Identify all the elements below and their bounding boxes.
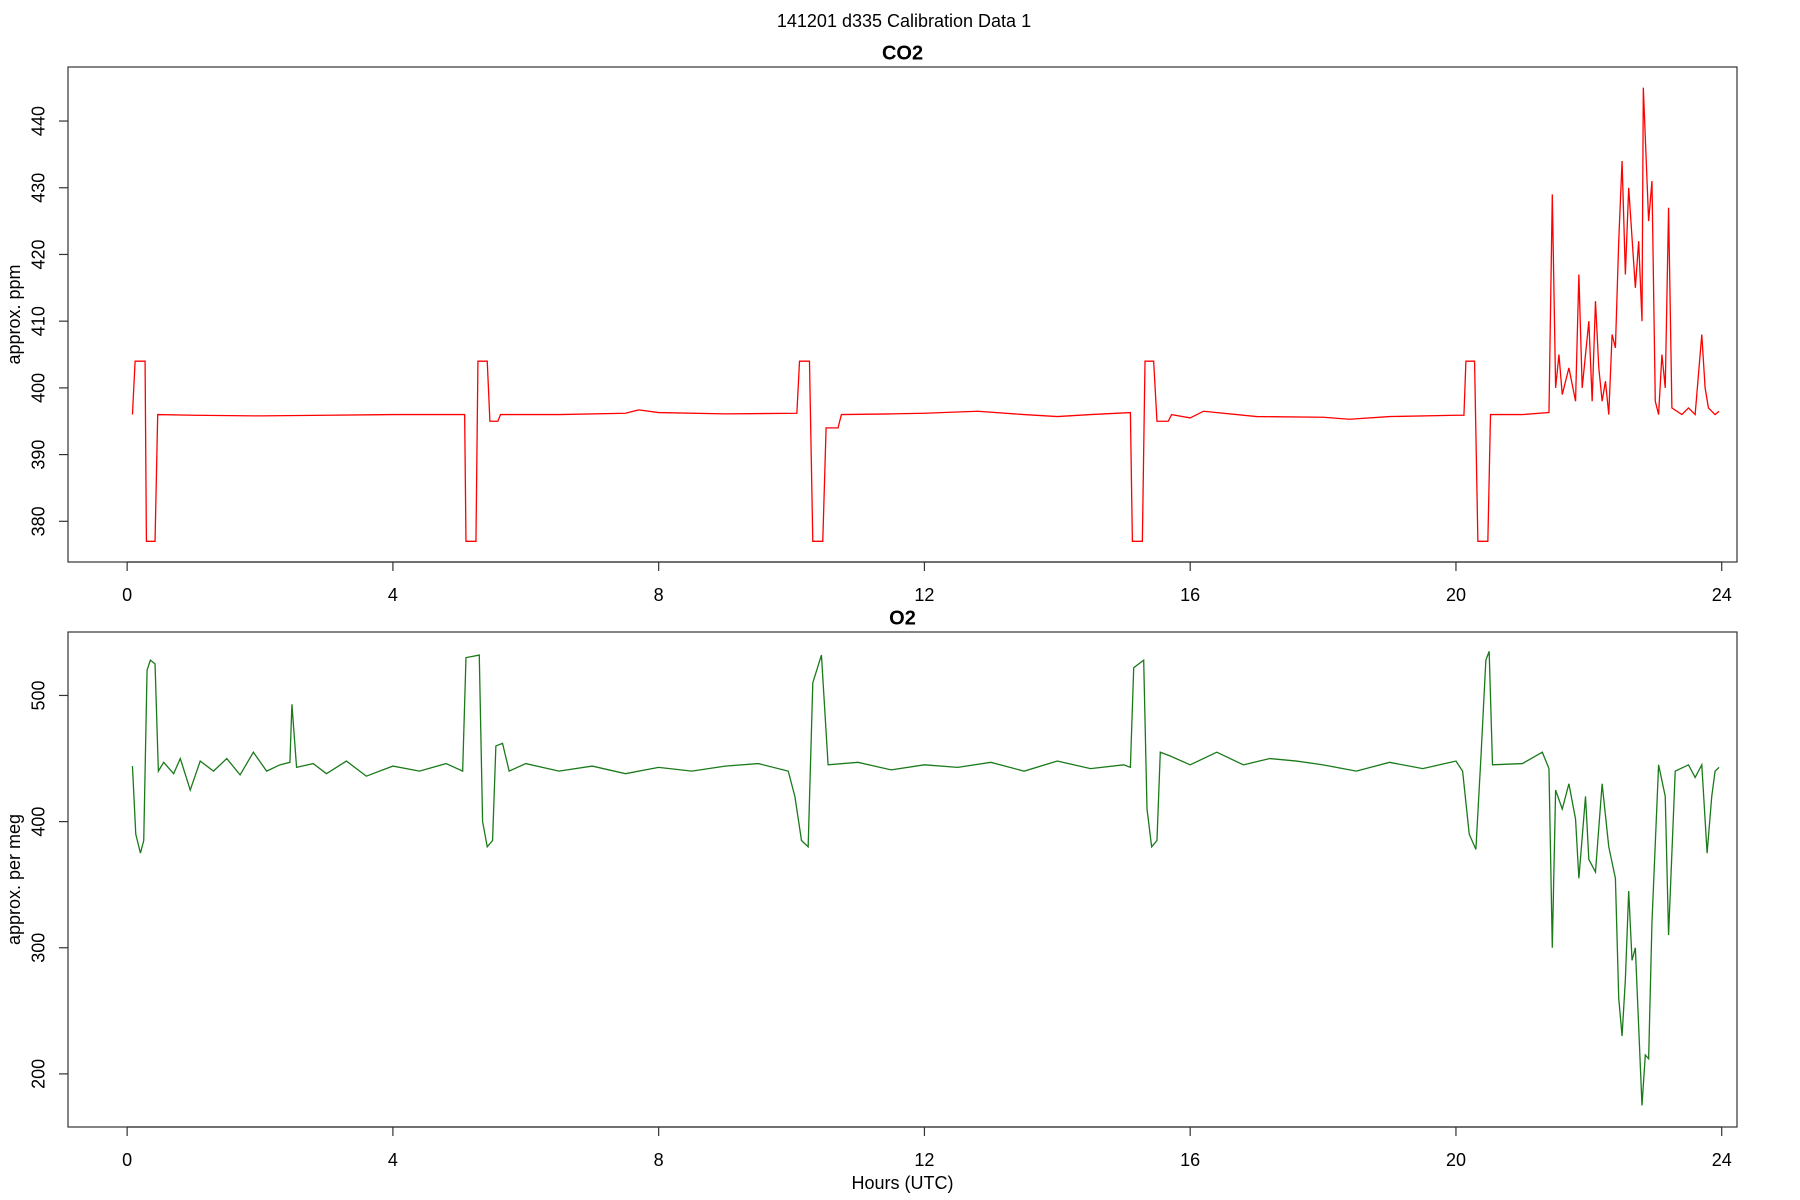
x-tick-label: 0 [122,1150,132,1170]
y-tick-label: 380 [29,506,49,536]
plot-frame [67,631,1738,1128]
y-tick-label: 500 [29,680,49,710]
x-tick-label: 24 [1712,1150,1732,1170]
y-tick-label: 440 [29,106,49,136]
y-axis-label: approx. per meg [4,814,24,945]
x-tick-label: 12 [914,585,934,605]
y-tick-label: 410 [29,306,49,336]
figure-title: 141201 d335 Calibration Data 1 [777,11,1031,31]
y-tick-label: 420 [29,239,49,269]
y-tick-label: 390 [29,440,49,470]
y-tick-label: 400 [29,807,49,837]
y-tick-label: 300 [29,933,49,963]
plot-frame [67,66,1738,563]
panel-title: CO2 [882,42,923,64]
panel-title: O2 [889,607,916,629]
x-tick-label: 20 [1446,1150,1466,1170]
x-tick-label: 12 [914,1150,934,1170]
x-tick-label: 0 [122,585,132,605]
x-tick-label: 16 [1180,1150,1200,1170]
data-line [131,651,1720,1106]
y-tick-label: 430 [29,173,49,203]
y-axis-label: approx. ppm [4,264,24,364]
x-tick-label: 16 [1180,585,1200,605]
x-axis-label: Hours (UTC) [852,1173,954,1193]
x-tick-label: 20 [1446,585,1466,605]
x-tick-label: 24 [1712,585,1732,605]
y-tick-label: 200 [29,1059,49,1089]
x-tick-label: 4 [388,1150,398,1170]
x-tick-label: 8 [654,585,664,605]
x-tick-label: 4 [388,585,398,605]
y-tick-label: 400 [29,373,49,403]
data-line [131,87,1720,542]
x-tick-label: 8 [654,1150,664,1170]
